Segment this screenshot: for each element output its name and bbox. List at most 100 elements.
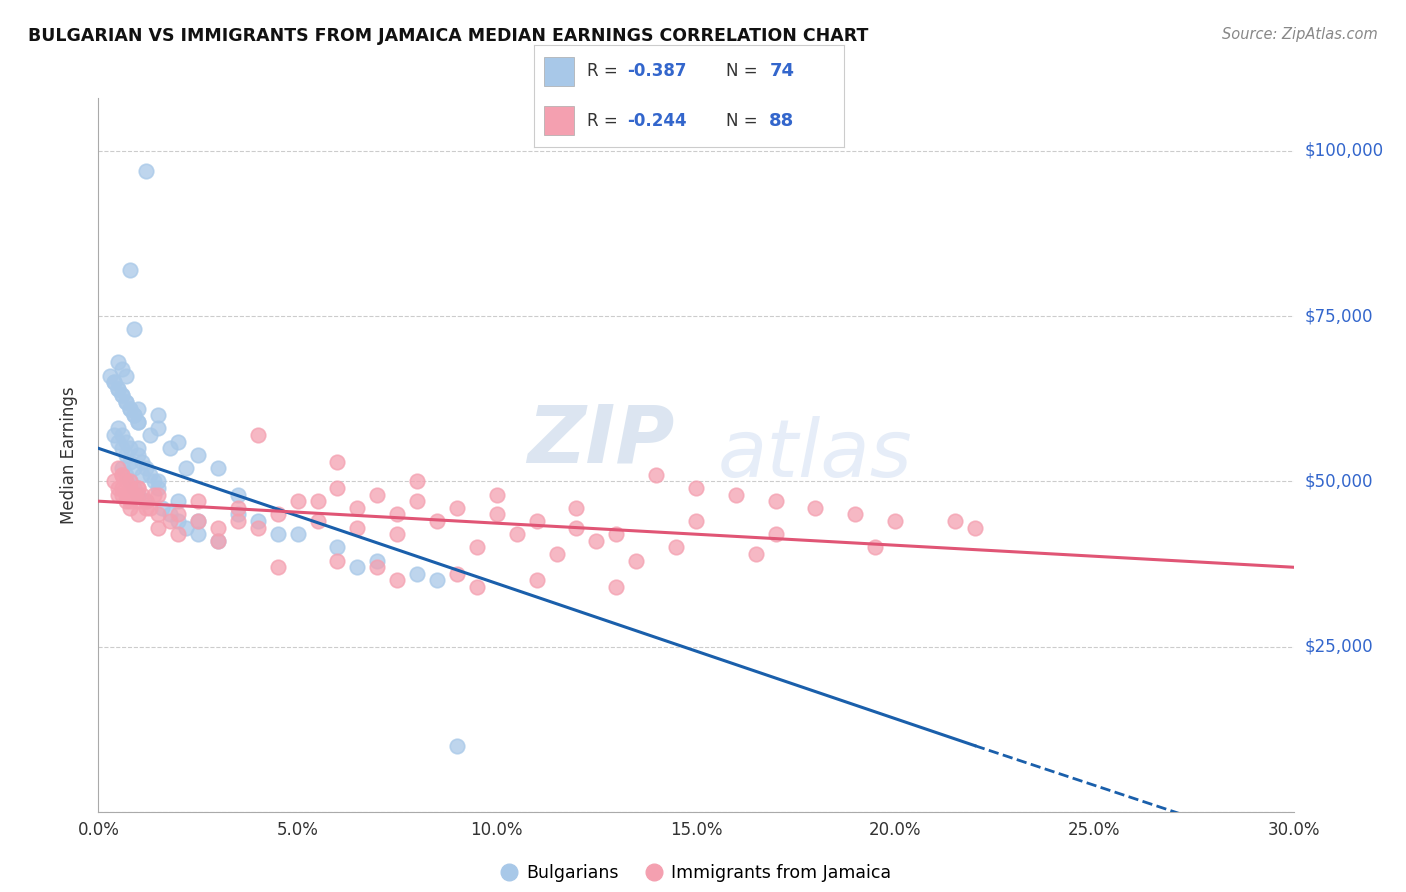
Point [207, 520, 229, 534]
Point [127, 415, 149, 429]
Point [148, 421, 170, 435]
Point [287, 494, 309, 508]
Text: $100,000: $100,000 [1305, 142, 1384, 160]
Point [148, 481, 170, 495]
Text: $75,000: $75,000 [1305, 307, 1374, 326]
Point [120, 475, 142, 489]
Point [963, 520, 986, 534]
Point [139, 467, 162, 482]
Point [187, 494, 209, 508]
Point [804, 500, 827, 515]
Point [287, 527, 309, 541]
Point [366, 560, 388, 574]
Point [187, 514, 209, 528]
Point [446, 566, 468, 581]
Point [724, 487, 747, 501]
Point [326, 541, 349, 555]
Point [546, 547, 568, 561]
Point [943, 514, 966, 528]
Point [159, 508, 181, 522]
Point [127, 481, 149, 495]
Text: BULGARIAN VS IMMIGRANTS FROM JAMAICA MEDIAN EARNINGS CORRELATION CHART: BULGARIAN VS IMMIGRANTS FROM JAMAICA MED… [28, 27, 869, 45]
Point [127, 401, 149, 416]
Point [366, 487, 388, 501]
Point [135, 500, 157, 515]
Point [526, 514, 548, 528]
Point [207, 461, 229, 475]
Point [120, 263, 142, 277]
Point [426, 574, 449, 588]
Point [135, 494, 157, 508]
Point [120, 481, 142, 495]
Point [111, 362, 134, 376]
Point [148, 487, 170, 501]
Point [150, 500, 173, 515]
Text: 74: 74 [769, 62, 794, 80]
Point [107, 434, 129, 449]
Point [226, 514, 249, 528]
Point [131, 487, 153, 501]
Text: $50,000: $50,000 [1305, 473, 1374, 491]
Point [346, 520, 368, 534]
Point [226, 500, 249, 515]
Point [115, 467, 138, 482]
Point [124, 461, 146, 475]
Point [124, 322, 146, 336]
Point [174, 520, 197, 534]
Point [745, 547, 768, 561]
Point [346, 500, 368, 515]
Point [187, 448, 209, 462]
Point [120, 494, 142, 508]
Bar [544, 57, 575, 86]
Point [115, 395, 138, 409]
Point [111, 467, 134, 482]
Point [167, 494, 190, 508]
Point [143, 475, 166, 489]
Point [187, 527, 209, 541]
Point [207, 533, 229, 548]
Point [131, 467, 153, 482]
Point [366, 554, 388, 568]
Point [406, 494, 429, 508]
Point [115, 395, 138, 409]
Legend: Bulgarians, Immigrants from Jamaica: Bulgarians, Immigrants from Jamaica [494, 857, 898, 888]
Point [139, 500, 162, 515]
Point [174, 461, 197, 475]
Point [326, 481, 349, 495]
Point [267, 560, 290, 574]
Point [98, 368, 122, 383]
Point [120, 475, 142, 489]
Point [115, 487, 138, 501]
Point [465, 541, 488, 555]
Point [139, 428, 162, 442]
Point [246, 514, 269, 528]
Point [665, 541, 688, 555]
Point [148, 475, 170, 489]
Point [226, 487, 249, 501]
Point [685, 481, 707, 495]
Point [127, 448, 149, 462]
Point [131, 454, 153, 468]
Point [111, 481, 134, 495]
Point [167, 514, 190, 528]
Point [585, 533, 607, 548]
Text: R =: R = [586, 62, 623, 80]
Point [127, 487, 149, 501]
Point [115, 475, 138, 489]
Point [167, 508, 190, 522]
Point [127, 442, 149, 456]
Point [226, 508, 249, 522]
Text: N =: N = [725, 112, 763, 129]
Point [107, 481, 129, 495]
Point [267, 527, 290, 541]
Point [103, 376, 125, 390]
Point [605, 527, 627, 541]
Point [167, 527, 190, 541]
Point [124, 409, 146, 423]
Point [111, 461, 134, 475]
Point [863, 541, 886, 555]
Point [127, 494, 149, 508]
Text: 88: 88 [769, 112, 794, 129]
Point [143, 487, 166, 501]
Point [207, 533, 229, 548]
